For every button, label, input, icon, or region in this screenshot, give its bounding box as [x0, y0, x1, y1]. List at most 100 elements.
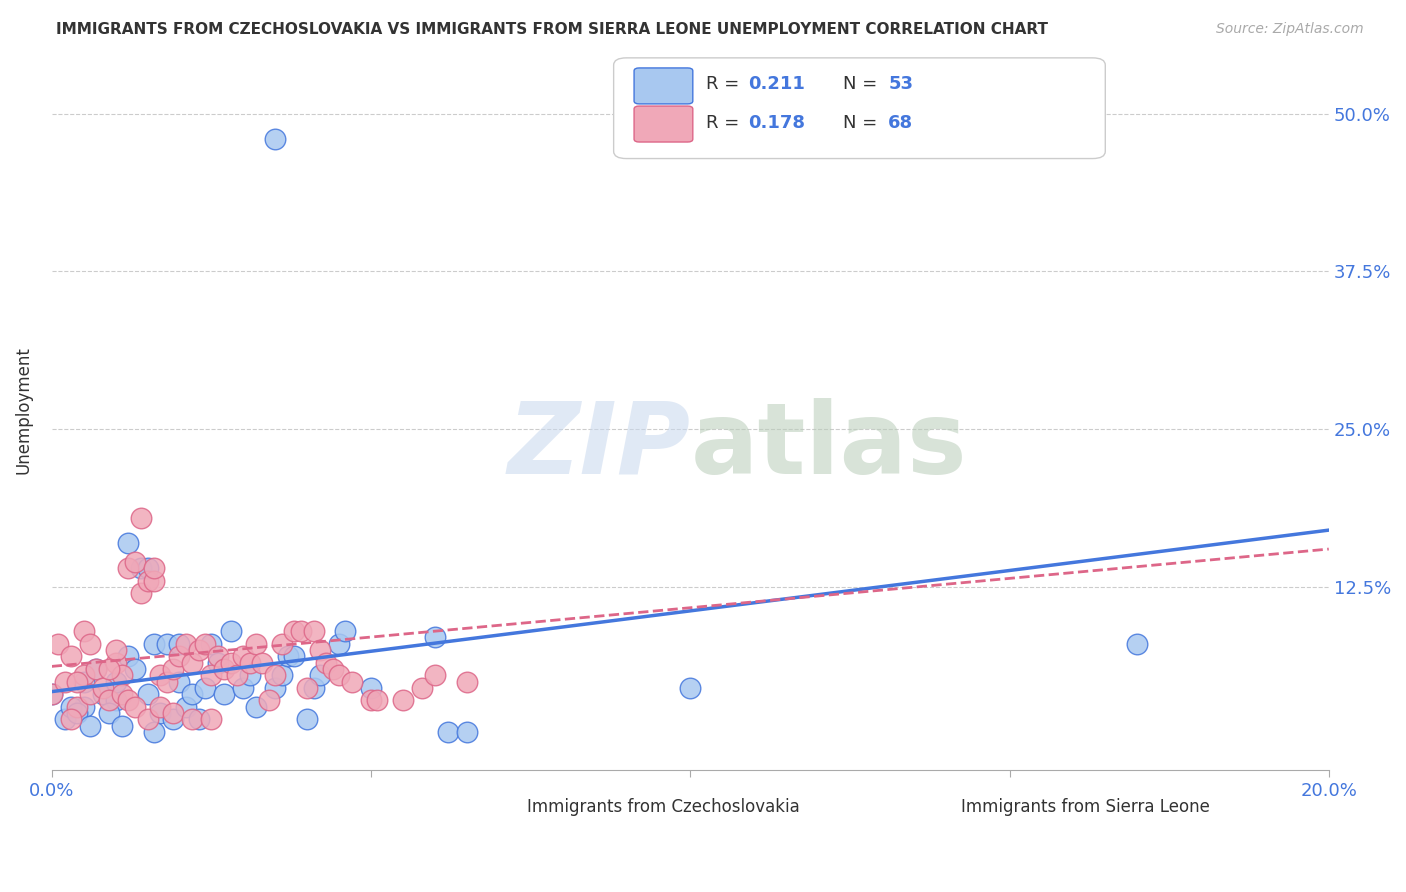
Point — [149, 706, 172, 720]
Text: N =: N = — [844, 113, 883, 132]
Point — [104, 674, 127, 689]
Point — [136, 561, 159, 575]
Point — [59, 712, 82, 726]
Point — [194, 637, 217, 651]
Point — [328, 668, 350, 682]
Point — [91, 687, 114, 701]
Point — [117, 649, 139, 664]
Text: ZIP: ZIP — [508, 398, 690, 495]
Point — [149, 699, 172, 714]
Point — [302, 681, 325, 695]
Point — [219, 624, 242, 638]
Point — [41, 687, 63, 701]
Point — [194, 681, 217, 695]
Point — [295, 681, 318, 695]
Text: Source: ZipAtlas.com: Source: ZipAtlas.com — [1216, 22, 1364, 37]
Point — [142, 725, 165, 739]
Text: 68: 68 — [889, 113, 914, 132]
Point — [366, 693, 388, 707]
Point — [328, 637, 350, 651]
Point — [207, 656, 229, 670]
Point — [290, 624, 312, 638]
Point — [219, 656, 242, 670]
FancyBboxPatch shape — [475, 792, 519, 824]
Point — [41, 687, 63, 701]
Point — [200, 712, 222, 726]
Point — [124, 699, 146, 714]
Point — [136, 574, 159, 588]
Point — [436, 725, 458, 739]
Point — [162, 712, 184, 726]
Text: R =: R = — [706, 113, 745, 132]
Point — [73, 699, 96, 714]
Point — [283, 649, 305, 664]
Point — [73, 624, 96, 638]
Text: atlas: atlas — [690, 398, 967, 495]
FancyBboxPatch shape — [634, 68, 693, 103]
FancyBboxPatch shape — [613, 58, 1105, 159]
Point — [129, 561, 152, 575]
Point — [232, 649, 254, 664]
Point — [156, 637, 179, 651]
Point — [270, 637, 292, 651]
Point — [423, 631, 446, 645]
Point — [162, 662, 184, 676]
Point — [423, 668, 446, 682]
Point — [104, 643, 127, 657]
Point — [98, 706, 121, 720]
Point — [111, 687, 134, 701]
Point — [73, 668, 96, 682]
Point — [264, 132, 287, 146]
Point — [212, 662, 235, 676]
Point — [142, 637, 165, 651]
Point — [79, 687, 101, 701]
Point — [98, 693, 121, 707]
Point — [73, 674, 96, 689]
Point — [142, 561, 165, 575]
Point — [456, 674, 478, 689]
Text: 0.178: 0.178 — [748, 113, 804, 132]
Text: Immigrants from Czechoslovakia: Immigrants from Czechoslovakia — [527, 798, 800, 816]
Point — [169, 674, 191, 689]
Point — [392, 693, 415, 707]
Text: 0.211: 0.211 — [748, 76, 804, 94]
Point — [277, 649, 299, 664]
Point — [169, 649, 191, 664]
Point — [264, 681, 287, 695]
Point — [302, 624, 325, 638]
Point — [142, 574, 165, 588]
Point — [66, 674, 89, 689]
Point — [187, 643, 209, 657]
Point — [309, 668, 332, 682]
Point — [129, 510, 152, 524]
Point — [335, 624, 357, 638]
Point — [79, 637, 101, 651]
Point — [117, 693, 139, 707]
Point — [169, 637, 191, 651]
Point — [309, 643, 332, 657]
Point — [111, 668, 134, 682]
Point — [322, 662, 344, 676]
FancyBboxPatch shape — [910, 792, 953, 824]
Point — [264, 668, 287, 682]
Point — [212, 687, 235, 701]
Point — [174, 637, 197, 651]
Text: N =: N = — [844, 76, 883, 94]
Point — [226, 668, 249, 682]
Point — [181, 687, 204, 701]
Point — [252, 656, 274, 670]
Point — [53, 712, 76, 726]
Point — [270, 668, 292, 682]
Point — [207, 649, 229, 664]
Point — [149, 668, 172, 682]
Point — [239, 668, 262, 682]
Point — [66, 706, 89, 720]
Point — [232, 681, 254, 695]
Point — [86, 662, 108, 676]
Point — [295, 712, 318, 726]
Text: 53: 53 — [889, 76, 912, 94]
Point — [283, 624, 305, 638]
Text: R =: R = — [706, 76, 745, 94]
Point — [340, 674, 363, 689]
Point — [1126, 637, 1149, 651]
